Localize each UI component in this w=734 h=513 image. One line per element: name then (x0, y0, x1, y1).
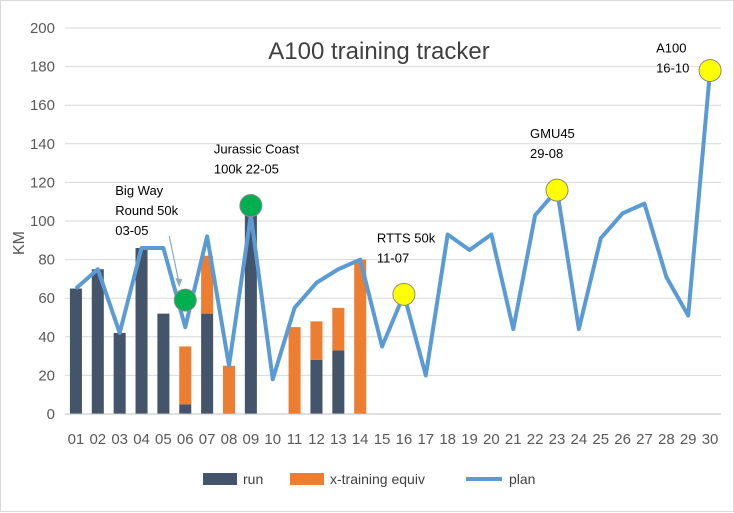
run-bar (157, 313, 170, 414)
event-label: 11-07 (377, 250, 409, 265)
y-tick-label: 100 (30, 213, 55, 230)
y-tick-label: 80 (38, 252, 55, 269)
x-training-bar (288, 327, 301, 414)
x-tick-label: 29 (680, 431, 697, 448)
y-tick-label: 20 (38, 367, 55, 384)
event-label: GMU45 (530, 126, 575, 141)
x-training-bar (179, 346, 192, 405)
x-tick-label: 10 (264, 431, 281, 448)
run-bar (69, 288, 82, 414)
event-marker (698, 58, 722, 82)
y-tick-label: 200 (30, 20, 55, 37)
x-tick-label: 18 (439, 431, 456, 448)
run-bar (332, 350, 345, 414)
event-label: Round 50k (115, 203, 178, 218)
legend-label-plan: plan (509, 471, 535, 487)
x-training-bar (222, 365, 236, 414)
x-tick-label: 04 (133, 431, 150, 448)
markers (173, 58, 722, 312)
x-tick-label: 17 (417, 431, 434, 448)
x-training-bar (310, 321, 323, 360)
x-tick-label: 09 (243, 431, 260, 448)
y-tick-label: 120 (30, 174, 55, 191)
run-bar (244, 205, 257, 414)
x-tick-label: 28 (658, 431, 675, 448)
x-tick-label: 22 (527, 431, 544, 448)
y-tick-label: 180 (30, 59, 55, 76)
x-tick-label: 12 (308, 431, 325, 448)
run-bar (310, 359, 323, 414)
event-label: Jurassic Coast (214, 142, 300, 157)
legend: run x-training equiv plan (203, 471, 535, 487)
legend-swatch-x-training (290, 473, 324, 485)
event-label: RTTS 50k (377, 230, 436, 245)
event-pointer (168, 236, 180, 285)
event-label: 100k 22-05 (214, 162, 279, 177)
chart-title: A100 training tracker (268, 38, 489, 65)
x-tick-label: 16 (396, 431, 413, 448)
x-tick-label: 23 (549, 431, 566, 448)
legend-label-run: run (243, 471, 263, 487)
x-tick-label: 11 (287, 431, 303, 448)
x-tick-label: 03 (111, 431, 128, 448)
y-tick-label: 140 (30, 136, 55, 153)
axes: 0 20 40 60 80 100 120 140 160 180 200 01 02 03 04 05 06 0… (30, 20, 721, 448)
x-tick-label: 26 (614, 431, 631, 448)
x-tick-label: 13 (330, 431, 347, 448)
x-tick-label: 27 (636, 431, 653, 448)
y-tick-label: 160 (30, 97, 55, 114)
bars (69, 205, 367, 414)
event-label: 16-10 (656, 60, 689, 75)
event-marker (392, 282, 416, 306)
x-tick-label: 25 (592, 431, 609, 448)
event-label: 03-05 (115, 223, 148, 238)
y-tick-label: 60 (38, 290, 55, 307)
x-tick-label: 07 (199, 431, 216, 448)
x-tick-label: 20 (483, 431, 500, 448)
event-label: Big Way (115, 183, 163, 198)
x-training-bar (332, 307, 345, 351)
event-pointer-head (175, 278, 183, 288)
run-bar (91, 269, 104, 414)
legend-swatch-run (203, 473, 237, 485)
run-bar (179, 404, 192, 414)
event-label: A100 (656, 40, 686, 55)
x-tick-label: 19 (461, 431, 478, 448)
x-tick-label: 01 (68, 431, 85, 448)
event-marker (239, 194, 263, 218)
y-tick-label: 0 (47, 406, 55, 423)
run-bar (201, 313, 214, 414)
x-tick-label: 05 (155, 431, 172, 448)
x-training-bar (201, 255, 214, 314)
event-marker (173, 288, 197, 312)
x-tick-label: 15 (374, 431, 391, 448)
y-tick-label: 40 (38, 329, 55, 346)
run-bar (135, 248, 148, 414)
x-training-bar (354, 259, 367, 414)
x-tick-label: 24 (571, 431, 588, 448)
x-tick-label: 02 (89, 431, 106, 448)
x-tick-label: 21 (505, 431, 522, 448)
labels: A100 training tracker KM Big Way Round 50… (11, 38, 689, 288)
x-tick-label: 06 (177, 431, 194, 448)
x-tick-label: 08 (221, 431, 238, 448)
event-marker (545, 178, 569, 202)
run-bar (113, 332, 126, 414)
y-axis-label: KM (11, 231, 28, 255)
legend-label-x-training: x-training equiv (330, 471, 425, 487)
plan-line (74, 70, 713, 382)
event-label: 29-08 (530, 146, 563, 161)
plan-line-layer (74, 70, 713, 382)
x-tick-label: 14 (352, 431, 369, 448)
x-tick-label: 30 (702, 431, 719, 448)
